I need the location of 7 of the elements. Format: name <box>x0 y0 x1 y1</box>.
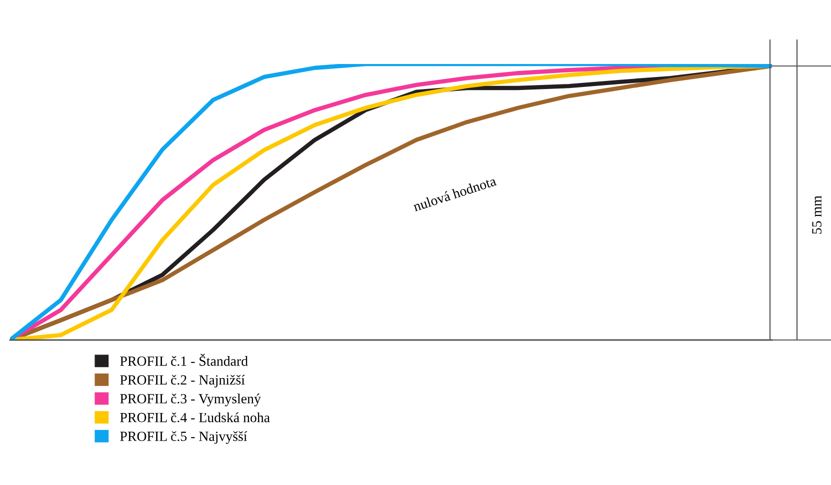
legend-label: PROFIL č.1 - Štandard <box>120 354 248 366</box>
text: 55 mm <box>812 196 822 234</box>
annotation: nulová hodnota <box>412 176 497 212</box>
legend-label: PROFIL č.5 - Najvyšší <box>120 431 248 444</box>
legend-label: PROFIL č.2 - Najnižší <box>120 374 245 388</box>
legend-label: PROFIL č.4 - Ľudská noha <box>120 412 270 422</box>
legend-label: PROFIL č.3 - Vymyslený <box>120 394 261 406</box>
